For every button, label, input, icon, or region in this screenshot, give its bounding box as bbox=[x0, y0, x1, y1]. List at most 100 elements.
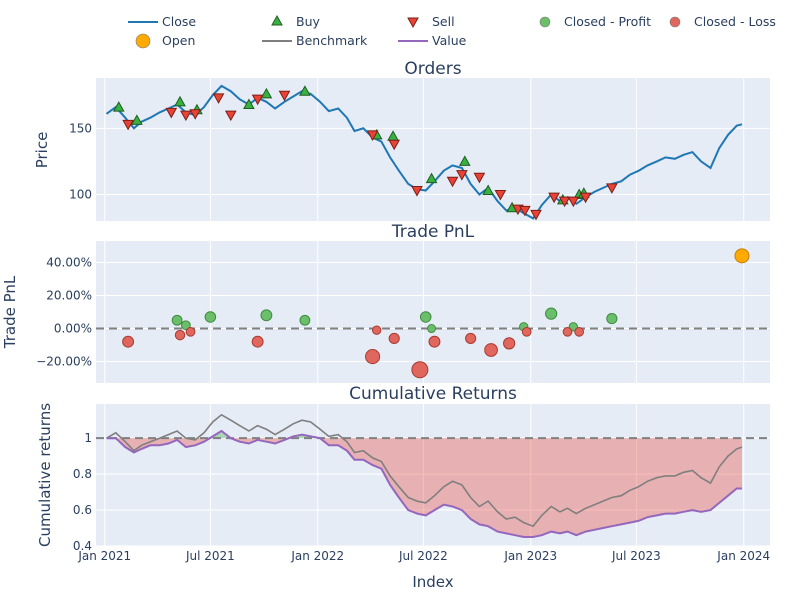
legend-label: Benchmark bbox=[296, 33, 368, 48]
x-tick-label: Jan 2023 bbox=[503, 549, 557, 563]
closed-loss-marker bbox=[388, 332, 400, 344]
trade-pnl-title: Trade PnL bbox=[391, 222, 475, 242]
legend-swatch bbox=[271, 14, 283, 26]
y-tick-label: 20.00% bbox=[46, 288, 92, 302]
legend-swatch bbox=[407, 17, 419, 29]
buy-marker bbox=[458, 155, 471, 166]
cumulative-returns-axis-title: Cumulative returns bbox=[36, 403, 54, 547]
sell-marker bbox=[530, 209, 542, 221]
sell-marker bbox=[494, 190, 507, 201]
sell-marker bbox=[122, 119, 134, 131]
legend-label: Closed - Loss bbox=[694, 14, 776, 29]
sell-marker bbox=[180, 110, 192, 122]
x-axis-title: Index bbox=[412, 573, 453, 591]
trade-pnl-panel: −20.00% 0.00% 20.00% 40.00% Trade PnL Trade… bbox=[1, 222, 770, 383]
closed-loss-marker bbox=[503, 337, 516, 350]
orders-plot-area bbox=[96, 78, 770, 221]
closed-loss-marker bbox=[521, 326, 532, 337]
legend-item-open[interactable]: Open bbox=[135, 33, 195, 49]
buy-marker bbox=[482, 184, 494, 196]
closed-profit-markers bbox=[171, 307, 618, 334]
legend-label: Open bbox=[162, 33, 195, 48]
buy-marker bbox=[299, 85, 311, 96]
price-axis-title: Price bbox=[33, 132, 51, 169]
sell-marker bbox=[606, 183, 618, 194]
cumulative-returns-title: Cumulative Returns bbox=[349, 384, 517, 404]
closed-loss-marker bbox=[365, 349, 381, 365]
sell-marker bbox=[165, 107, 178, 119]
closed-profit-marker bbox=[299, 314, 311, 326]
legend-label: Value bbox=[432, 33, 467, 48]
legend-item-benchmark[interactable]: Benchmark bbox=[262, 33, 368, 48]
legend-item-closed-loss[interactable]: Closed - Loss bbox=[669, 14, 776, 29]
closed-profit-marker bbox=[419, 311, 432, 323]
sell-marker bbox=[548, 192, 560, 204]
x-tick-label: Jul 2022 bbox=[398, 549, 448, 563]
closed-profit-marker bbox=[204, 311, 217, 323]
sell-marker bbox=[411, 186, 423, 197]
x-tick-label: Jan 2021 bbox=[77, 549, 131, 563]
y-tick-label: −20.00% bbox=[36, 355, 92, 369]
legend-item-sell[interactable]: Sell bbox=[407, 14, 455, 29]
legend-item-buy[interactable]: Buy bbox=[271, 14, 320, 29]
closed-loss-marker bbox=[411, 361, 429, 379]
sell-marker bbox=[519, 205, 531, 217]
closed-loss-marker bbox=[251, 335, 264, 348]
orders-y-ticks: 100 150 bbox=[69, 121, 92, 201]
closed-profit-marker bbox=[606, 313, 618, 325]
y-tick-label: 100 bbox=[69, 188, 92, 202]
trade-pnl-gridlines bbox=[96, 241, 770, 383]
x-tick-label: Jul 2023 bbox=[611, 549, 661, 563]
closed-loss-marker bbox=[428, 335, 441, 348]
sell-markers bbox=[122, 90, 618, 221]
buy-marker bbox=[112, 101, 125, 112]
open-trade-marker bbox=[734, 248, 750, 264]
sell-marker bbox=[212, 93, 225, 104]
x-axis-ticks: Jan 2021 Jul 2021 Jan 2022 Jul 2022 Jan 2023… bbox=[77, 549, 770, 563]
open-trade-markers bbox=[734, 248, 750, 264]
sell-marker bbox=[278, 90, 291, 102]
y-tick-label: 150 bbox=[69, 121, 92, 135]
orders-panel: 100 150 Orders Price bbox=[33, 59, 770, 221]
legend-item-close[interactable]: Close bbox=[128, 14, 196, 29]
closed-profit-marker bbox=[260, 309, 273, 322]
buy-marker bbox=[174, 95, 186, 107]
y-tick-label: 1 bbox=[84, 431, 92, 445]
legend[interactable]: Close Buy Sell Closed - Profit Closed - Loss… bbox=[128, 14, 776, 49]
closed-loss-marker bbox=[122, 335, 135, 348]
sell-marker bbox=[446, 176, 459, 188]
value-line bbox=[106, 429, 742, 538]
trade-pnl-y-ticks: −20.00% 0.00% 20.00% 40.00% bbox=[36, 255, 92, 368]
y-tick-label: 40.00% bbox=[46, 255, 92, 269]
sell-marker bbox=[251, 94, 264, 106]
legend-swatch bbox=[539, 16, 551, 28]
sell-marker bbox=[473, 172, 486, 184]
sell-marker bbox=[189, 109, 202, 120]
closed-loss-marker bbox=[465, 332, 477, 344]
closed-profit-marker bbox=[171, 314, 183, 326]
sell-marker bbox=[579, 192, 592, 204]
y-tick-label: 0.4 bbox=[73, 539, 92, 553]
legend-item-closed-profit[interactable]: Closed - Profit bbox=[539, 14, 651, 29]
sell-marker bbox=[567, 196, 580, 208]
y-tick-label: 0.00% bbox=[54, 322, 92, 336]
closed-profit-marker bbox=[545, 307, 558, 320]
closed-profit-marker bbox=[427, 324, 437, 334]
buy-marker bbox=[243, 98, 255, 109]
closed-loss-marker bbox=[372, 325, 382, 335]
x-tick-label: Jan 2022 bbox=[290, 549, 344, 563]
cumulative-returns-y-ticks: 0.4 0.6 0.8 1 bbox=[73, 431, 92, 553]
closed-loss-markers bbox=[122, 325, 585, 379]
legend-label: Close bbox=[162, 14, 196, 29]
legend-swatch bbox=[135, 33, 151, 49]
legend-label: Sell bbox=[432, 14, 455, 29]
legend-item-value[interactable]: Value bbox=[398, 33, 467, 48]
buy-marker bbox=[130, 114, 143, 125]
closed-loss-marker bbox=[484, 343, 498, 357]
closed-loss-marker bbox=[185, 326, 196, 337]
legend-swatch bbox=[669, 16, 681, 28]
x-tick-label: Jul 2021 bbox=[185, 549, 235, 563]
sell-marker bbox=[388, 139, 401, 151]
drawdown-fill bbox=[106, 431, 742, 537]
